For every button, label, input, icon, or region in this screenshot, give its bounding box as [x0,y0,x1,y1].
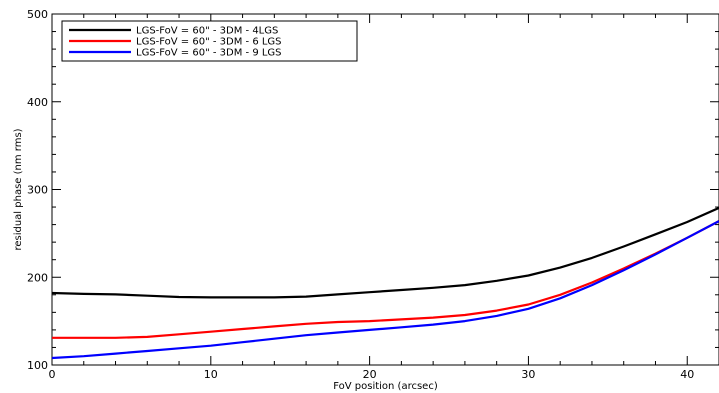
plot-frame [51,13,719,366]
series-line-1 [51,206,719,299]
y-tick-label: 100 [27,359,48,372]
y-axis-label: residual phase (nm rms) [13,128,24,250]
series-lines [51,206,719,360]
x-tick-label: 0 [49,368,56,381]
legend-label-2: LGS-FoV = 60" - 3DM - 6 LGS [136,37,282,48]
x-axis-label: FoV position (arcsec) [333,381,438,392]
legend-label-3: LGS-FoV = 60" - 3DM - 9 LGS [136,48,282,59]
axis-ticks: 0 10 20 30 40 100 200 300 400 500 [27,8,719,381]
y-tick-label: 300 [27,184,48,197]
x-tick-label: 30 [521,368,535,381]
x-tick-label: 20 [363,368,377,381]
y-tick-label: 400 [27,96,48,109]
y-tick-label: 200 [27,271,48,284]
series-line-2 [52,220,719,339]
legend-label-1: LGS-FoV = 60" - 3DM - 4LGS [136,26,278,37]
y-tick-label: 500 [27,8,48,21]
series-line-3 [51,220,719,360]
x-tick-label: 10 [204,368,218,381]
x-tick-label: 40 [680,368,694,381]
